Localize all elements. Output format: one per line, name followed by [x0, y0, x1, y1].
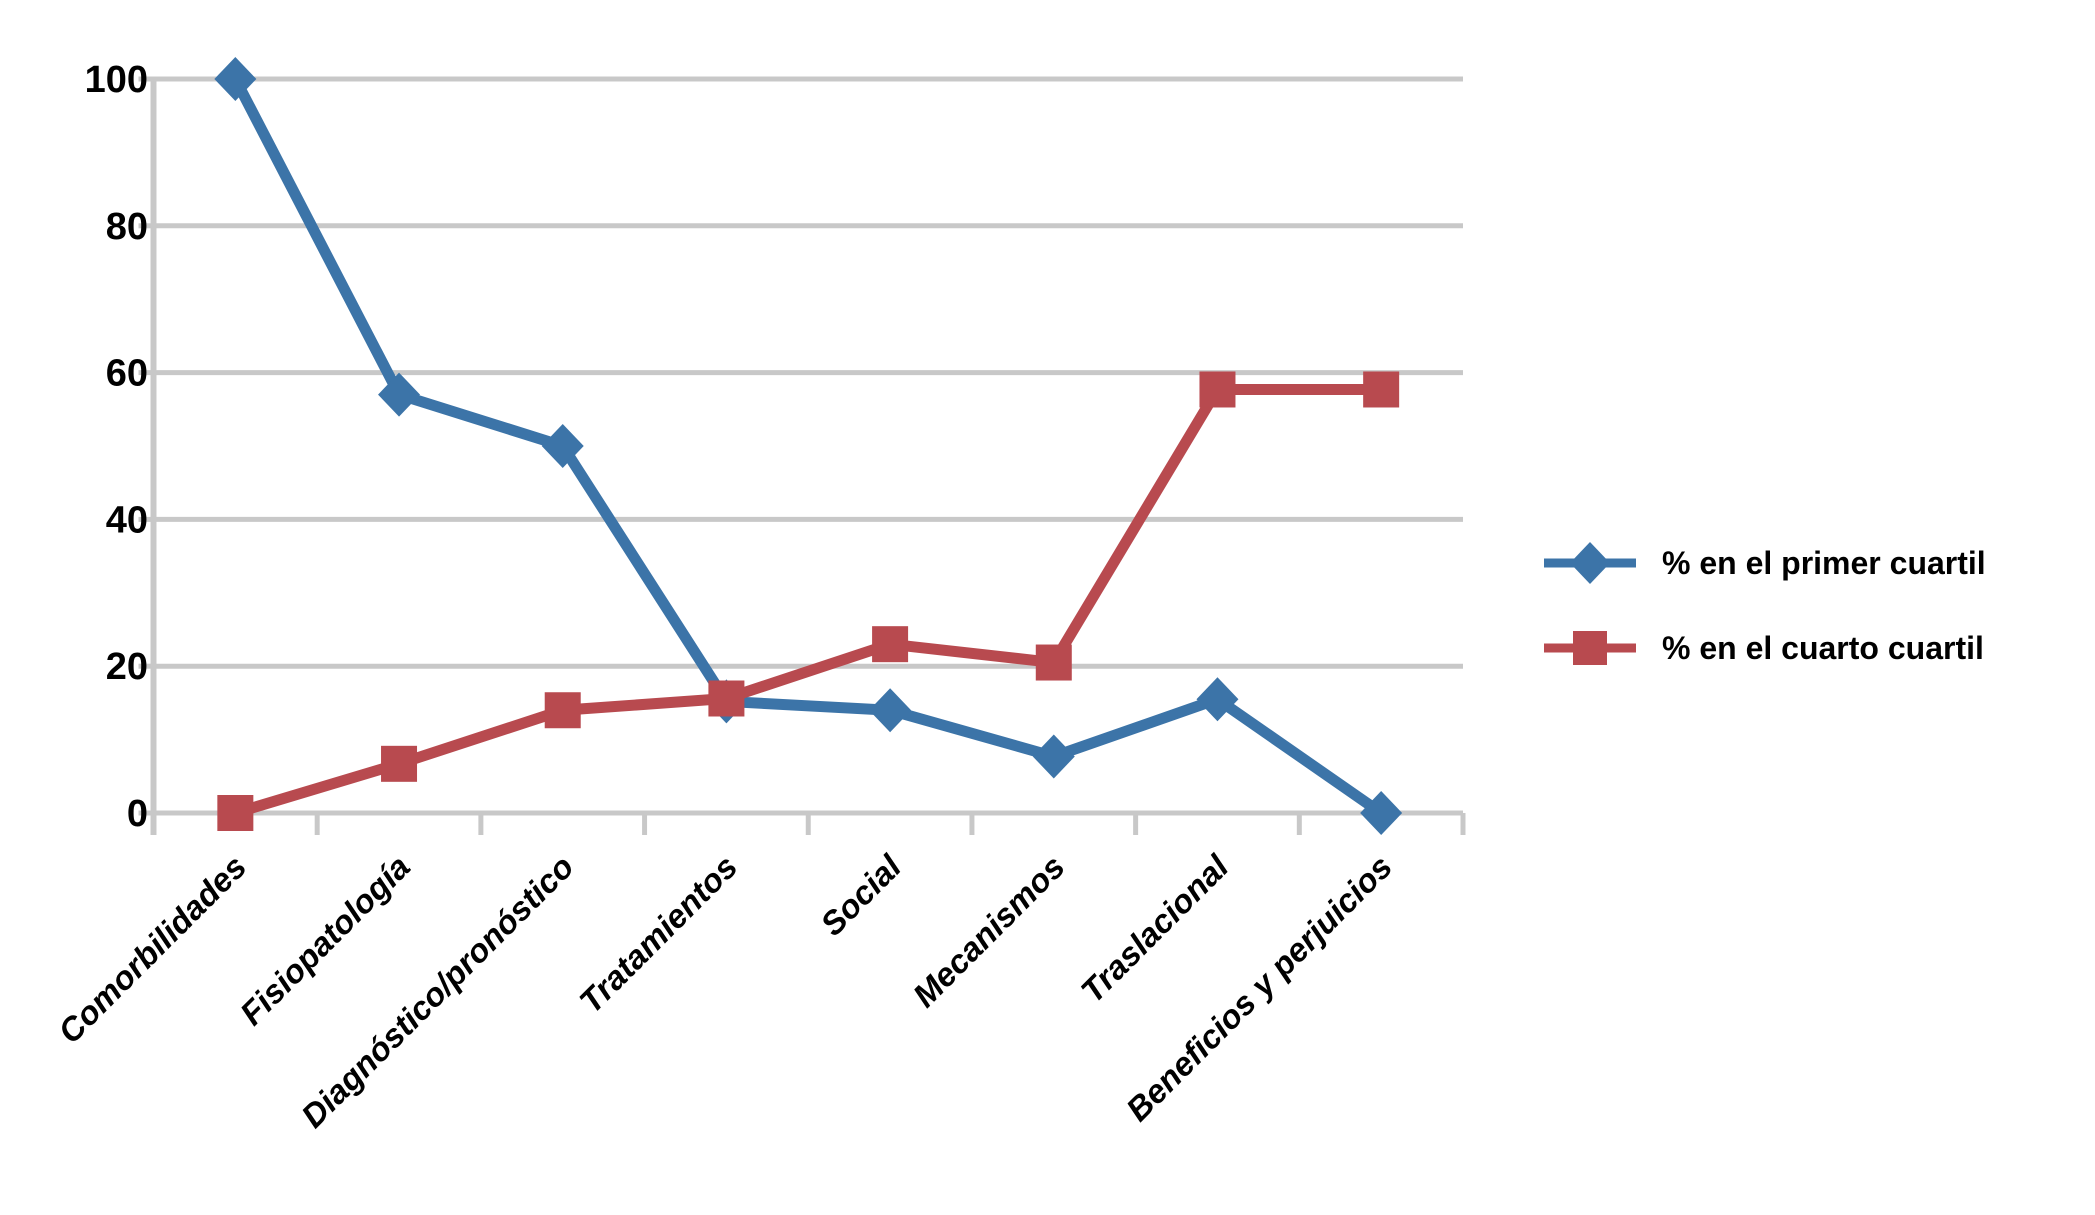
data-point-diamond	[869, 688, 912, 733]
x-axis-category-label: Traslacional	[1073, 847, 1236, 1010]
data-point-square	[872, 626, 909, 663]
data-point-square	[708, 680, 745, 717]
x-axis-category-label: Tratamientos	[572, 848, 744, 1020]
y-axis-tick-label: 100	[85, 59, 148, 101]
legend-label-cuarto-cuartil: % en el cuarto cuartil	[1662, 629, 1984, 666]
data-point-diamond	[214, 57, 257, 101]
x-axis-category-label: Mecanismos	[905, 848, 1071, 1014]
legend-item-cuarto-cuartil: % en el cuarto cuartil	[1542, 611, 1986, 685]
y-axis-tick-label: 60	[106, 353, 148, 395]
data-point-square	[381, 745, 418, 782]
x-axis-category-label: Social	[813, 847, 908, 942]
x-axis-category-label: Beneficios y perjuicios	[1119, 848, 1399, 1128]
data-point-diamond	[1032, 734, 1075, 779]
legend-item-primer-cuartil: % en el primer cuartil	[1542, 526, 1986, 600]
data-point-square	[1363, 371, 1400, 408]
data-point-diamond	[1196, 677, 1239, 722]
legend-marker-square-icon	[1544, 631, 1636, 665]
legend-marker-diamond-icon	[1544, 542, 1636, 584]
x-axis-category-label: Diagnóstico/pronóstico	[294, 848, 581, 1135]
y-axis-tick-label: 20	[106, 646, 148, 688]
y-axis-tick-label: 0	[127, 793, 148, 835]
series-line-0	[230, 76, 1385, 818]
x-axis-category-label: Comorbilidades	[51, 848, 253, 1050]
data-point-square	[1199, 371, 1236, 408]
y-axis-tick-label: 80	[106, 206, 148, 248]
legend-label-primer-cuartil: % en el primer cuartil	[1662, 544, 1986, 581]
chart-legend: % en el primer cuartil % en el cuarto cu…	[1542, 526, 1986, 696]
x-axis-category-label: Fisiopatología	[233, 848, 417, 1032]
series-line-1	[233, 383, 1382, 819]
data-point-diamond	[378, 372, 421, 417]
data-point-square	[1035, 644, 1072, 681]
data-point-square	[217, 795, 254, 831]
data-point-diamond	[541, 424, 584, 468]
data-point-diamond	[1360, 791, 1403, 835]
y-axis-tick-label: 40	[106, 499, 148, 541]
data-point-square	[544, 692, 581, 729]
